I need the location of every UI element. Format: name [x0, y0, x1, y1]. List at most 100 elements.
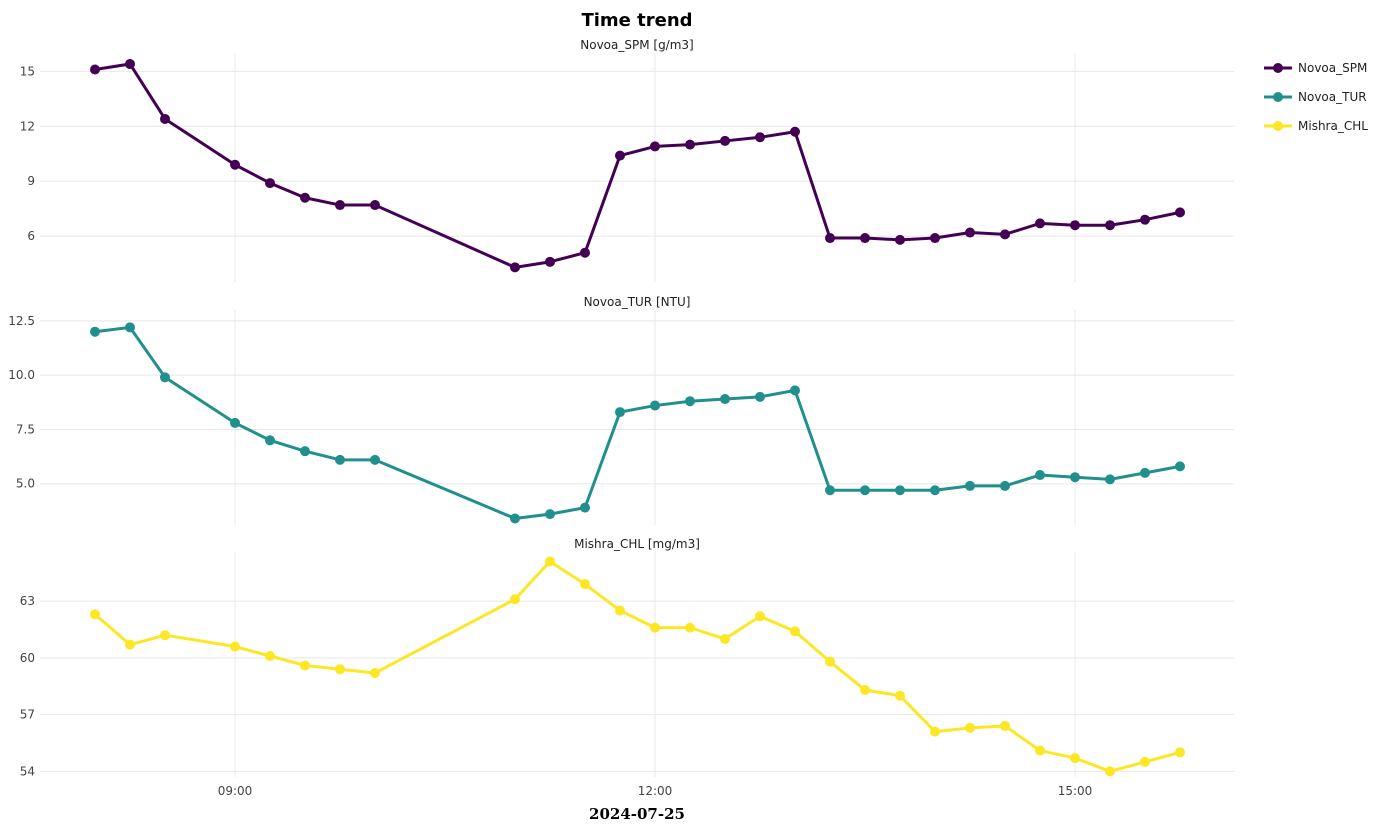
data-point[interactable] [545, 256, 555, 267]
data-point[interactable] [615, 605, 625, 616]
data-point[interactable] [650, 622, 660, 633]
y-tick-label: 5.0 [16, 477, 35, 491]
data-point[interactable] [825, 485, 835, 496]
legend-swatch-marker [1273, 63, 1283, 73]
data-point[interactable] [860, 685, 870, 696]
legend-item[interactable]: Mishra_CHL [1264, 119, 1368, 133]
data-point[interactable] [125, 322, 135, 333]
data-point[interactable] [230, 159, 240, 170]
data-point[interactable] [895, 485, 905, 496]
data-point[interactable] [965, 722, 975, 733]
data-point[interactable] [615, 407, 625, 418]
data-point[interactable] [160, 113, 170, 124]
data-point[interactable] [860, 485, 870, 496]
legend-swatch-marker [1273, 121, 1283, 131]
data-point[interactable] [1140, 214, 1150, 225]
data-point[interactable] [265, 178, 275, 189]
data-point[interactable] [1070, 753, 1080, 764]
panel-subtitle: Novoa_TUR [NTU] [584, 295, 691, 309]
data-point[interactable] [125, 639, 135, 650]
x-axis: 09:00 12:00 15:00 [218, 784, 1093, 798]
y-tick-label: 60 [20, 651, 35, 665]
data-point[interactable] [370, 668, 380, 679]
data-point[interactable] [370, 454, 380, 465]
data-point[interactable] [545, 509, 555, 520]
data-point[interactable] [650, 141, 660, 152]
data-point[interactable] [720, 394, 730, 405]
data-point[interactable] [230, 417, 240, 428]
data-point[interactable] [90, 609, 100, 620]
data-point[interactable] [1175, 207, 1185, 218]
data-point[interactable] [265, 435, 275, 446]
data-point[interactable] [1000, 720, 1010, 731]
data-point[interactable] [790, 626, 800, 637]
data-point[interactable] [1105, 220, 1115, 231]
data-point[interactable] [930, 233, 940, 244]
data-point[interactable] [755, 132, 765, 143]
data-point[interactable] [1035, 470, 1045, 481]
data-point[interactable] [685, 139, 695, 150]
data-point[interactable] [90, 64, 100, 75]
data-point[interactable] [685, 622, 695, 633]
data-point[interactable] [1105, 766, 1115, 777]
legend-item[interactable]: Novoa_SPM [1264, 61, 1367, 75]
data-point[interactable] [825, 656, 835, 667]
y-tick-label: 10.0 [8, 368, 35, 382]
data-point[interactable] [90, 326, 100, 337]
data-point[interactable] [580, 579, 590, 590]
data-point[interactable] [230, 641, 240, 652]
series-line [94, 325, 1181, 520]
data-point[interactable] [1140, 467, 1150, 478]
data-point[interactable] [790, 385, 800, 396]
data-point[interactable] [1035, 745, 1045, 756]
data-point[interactable] [1035, 218, 1045, 229]
data-point[interactable] [510, 513, 520, 524]
data-point[interactable] [125, 58, 135, 69]
data-point[interactable] [300, 660, 310, 671]
data-point[interactable] [510, 594, 520, 605]
data-point[interactable] [1140, 756, 1150, 767]
data-point[interactable] [545, 556, 555, 567]
data-point[interactable] [755, 611, 765, 622]
data-point[interactable] [300, 446, 310, 457]
data-point[interactable] [965, 480, 975, 491]
data-point[interactable] [930, 726, 940, 737]
data-point[interactable] [1175, 461, 1185, 472]
data-point[interactable] [895, 690, 905, 701]
y-tick-label: 9 [27, 174, 35, 188]
data-point[interactable] [895, 234, 905, 245]
data-point[interactable] [965, 227, 975, 238]
data-point[interactable] [860, 233, 870, 244]
data-point[interactable] [790, 126, 800, 137]
data-point[interactable] [160, 372, 170, 383]
data-point[interactable] [1105, 474, 1115, 485]
data-point[interactable] [720, 135, 730, 146]
legend-item[interactable]: Novoa_TUR [1264, 90, 1367, 104]
data-point[interactable] [265, 650, 275, 661]
data-point[interactable] [580, 247, 590, 258]
data-point[interactable] [1000, 229, 1010, 240]
data-point[interactable] [1070, 220, 1080, 231]
data-point[interactable] [160, 630, 170, 641]
data-point[interactable] [720, 633, 730, 644]
data-point[interactable] [615, 150, 625, 161]
data-point[interactable] [1070, 472, 1080, 483]
data-point[interactable] [685, 396, 695, 407]
data-point[interactable] [930, 485, 940, 496]
series-line [94, 559, 1181, 773]
data-point[interactable] [510, 262, 520, 273]
data-point[interactable] [825, 233, 835, 244]
legend[interactable]: Novoa_SPM Novoa_TUR Mishra_CHL [1264, 61, 1368, 133]
data-point[interactable] [335, 664, 345, 675]
data-point[interactable] [300, 192, 310, 203]
data-point[interactable] [335, 200, 345, 211]
x-tick-label: 12:00 [638, 784, 673, 798]
data-point[interactable] [335, 454, 345, 465]
data-point[interactable] [580, 502, 590, 513]
data-point[interactable] [370, 200, 380, 211]
data-point[interactable] [1175, 747, 1185, 758]
data-point[interactable] [1000, 480, 1010, 491]
data-point[interactable] [755, 391, 765, 402]
data-point[interactable] [650, 400, 660, 411]
